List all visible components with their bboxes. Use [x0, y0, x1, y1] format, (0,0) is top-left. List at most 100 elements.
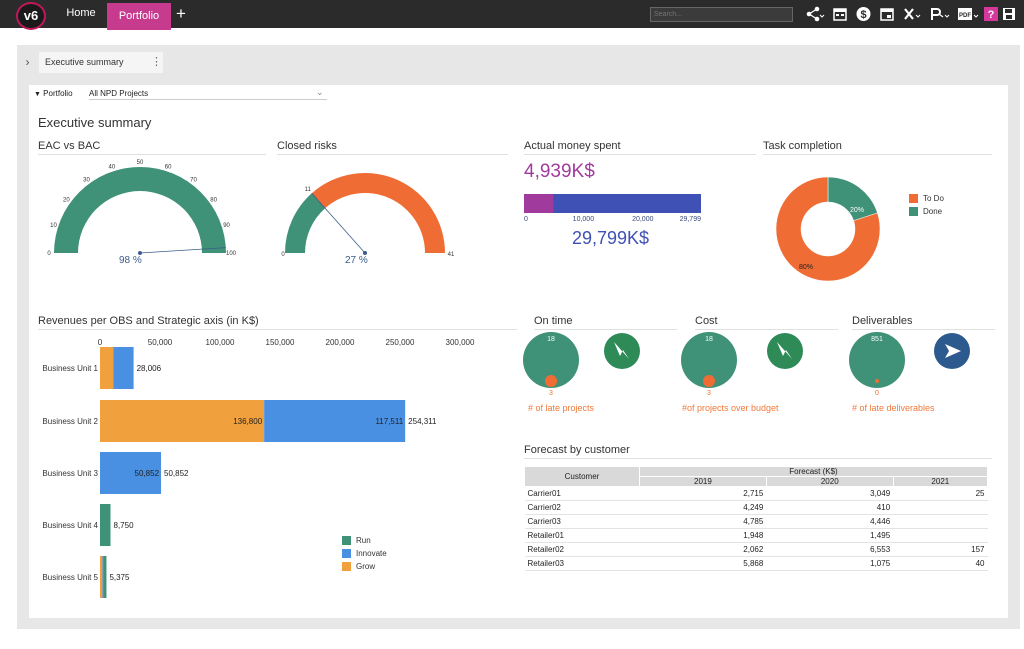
add-tab-button[interactable]: + [176, 4, 186, 23]
bar-segment [100, 347, 114, 389]
category-label: Business Unit 1 [42, 364, 98, 373]
excel-icon[interactable] [903, 6, 923, 22]
pdf-icon[interactable]: PDF [957, 6, 981, 22]
gauge-tick-label: 90 [223, 223, 230, 229]
cell-value: 3,049 [766, 486, 894, 501]
dollar-icon[interactable]: $ [856, 6, 871, 22]
eac-gauge: 0 10 20 30 40 50 60 70 80 90 100 [47, 160, 236, 257]
calendar-icon[interactable] [833, 6, 847, 22]
cell-customer: Carrier03 [524, 514, 640, 529]
calendar-event-icon[interactable] [880, 6, 894, 22]
search-input[interactable] [650, 7, 793, 22]
legend-todo: To Do [909, 194, 944, 204]
kpi-count-dot [703, 375, 715, 387]
kpi-title-cost: Cost [695, 315, 838, 330]
legend-swatch [342, 536, 351, 546]
category-label: Business Unit 5 [42, 573, 98, 582]
portfolio-select[interactable]: All NPD Projects [89, 88, 327, 100]
money-spent-bar [524, 194, 554, 213]
gauge-arc-open [311, 172, 445, 253]
money-tick-label: 29,799 [680, 216, 702, 223]
eac-title: EAC vs BAC [38, 140, 266, 155]
app-logo[interactable]: v6 [16, 2, 46, 30]
risks-value-label: 27 % [345, 255, 368, 266]
legend-innovate: Innovate [342, 549, 387, 559]
svg-text:$: $ [860, 9, 866, 21]
table-row: Carrier01 2,715 3,049 25 [524, 486, 988, 501]
legend-swatch [342, 549, 351, 559]
kpi-caption-on-time: # of late projects [528, 403, 595, 413]
kpi-circle [681, 332, 737, 388]
tab-portfolio[interactable]: Portfolio [107, 3, 171, 30]
table-row: Retailer01 1,948 1,495 [524, 528, 988, 543]
gauge-min-label: 0 [281, 252, 285, 258]
category-label: Business Unit 3 [42, 469, 98, 478]
page-tab-executive-summary[interactable]: Executive summary [39, 52, 163, 73]
forecast-title: Forecast by customer [524, 444, 992, 459]
legend-label: Innovate [356, 549, 387, 558]
cell-value: 25 [893, 486, 988, 501]
page-title: Executive summary [38, 115, 152, 130]
money-title: Actual money spent [524, 140, 756, 155]
table-row: Retailer03 5,868 1,075 40 [524, 556, 988, 571]
tab-home[interactable]: Home [66, 7, 96, 19]
cell-value [893, 500, 988, 515]
gauge-needle-pivot [138, 251, 142, 255]
svg-text:PDF: PDF [959, 13, 971, 19]
money-total-bar [524, 194, 701, 213]
kpi-count-label: 0 [875, 390, 879, 397]
cell-value: 6,553 [766, 542, 894, 557]
gauge-needle [311, 193, 366, 254]
col-header-customer: Customer [524, 466, 640, 487]
table-row: Retailer02 2,062 6,553 157 [524, 542, 988, 557]
kpi-circle [849, 332, 905, 388]
chevron-down-icon[interactable]: ⌄ [316, 87, 324, 97]
kpi-caption-cost: #of projects over budget [682, 403, 779, 413]
cell-value: 4,446 [766, 514, 894, 529]
legend-done: Done [909, 207, 942, 217]
eac-value-label: 98 % [119, 255, 142, 266]
kpi-title-on-time: On time [534, 315, 677, 330]
gauge-tick-label: 0 [47, 251, 51, 257]
gauge-tick-label: 30 [83, 177, 90, 183]
kpi-caption-deliverables: # of late deliverables [852, 403, 935, 413]
legend-label: Grow [356, 562, 376, 571]
cell-value: 4,785 [639, 514, 767, 529]
cell-value: 1,948 [639, 528, 767, 543]
share-icon[interactable] [805, 6, 825, 22]
tasks-title: Task completion [763, 140, 992, 155]
kpi-arrow-badge [767, 333, 803, 369]
kpi-total-label: 18 [705, 336, 713, 343]
cell-value: 2,715 [639, 486, 767, 501]
gauge-max-label: 41 [448, 252, 455, 258]
cell-customer: Retailer03 [524, 556, 640, 571]
cell-value: 1,495 [766, 528, 894, 543]
cell-value [893, 528, 988, 543]
gauge-tick-label: 80 [210, 198, 217, 204]
money-tick-label: 10,000 [573, 216, 595, 223]
bar-segment-label: 117,511 [375, 417, 403, 426]
category-label: Business Unit 4 [42, 521, 98, 530]
bar-total-label: 5,375 [109, 573, 130, 582]
save-icon[interactable] [1002, 6, 1016, 22]
x-tick-label: 150,000 [266, 338, 295, 347]
kpi-indicators: 18 3 18 3 851 0 [523, 332, 970, 397]
help-icon[interactable]: ? [984, 6, 998, 22]
donut-slice-done [827, 176, 878, 221]
chevron-right-icon[interactable]: › [25, 55, 30, 69]
gauge-needle-pivot [363, 251, 367, 255]
legend-run: Run [342, 536, 371, 546]
cell-value: 40 [893, 556, 988, 571]
powerpoint-icon[interactable] [930, 6, 952, 22]
more-options-icon[interactable]: ⋮ [151, 56, 162, 68]
x-tick-label: 300,000 [446, 338, 475, 347]
kpi-count-dot [875, 379, 879, 383]
gauge-marker-label: 11 [305, 187, 312, 193]
money-spent-value: 4,939K$ [524, 161, 595, 182]
portfolio-filter-label[interactable]: ▼ Portfolio [34, 89, 73, 100]
col-header-year: 2021 [892, 476, 989, 487]
kpi-title-deliverables: Deliverables [852, 315, 995, 330]
kpi-total-label: 851 [871, 336, 883, 343]
money-tick-label: 20,000 [632, 216, 654, 223]
bar-segment [100, 556, 103, 598]
